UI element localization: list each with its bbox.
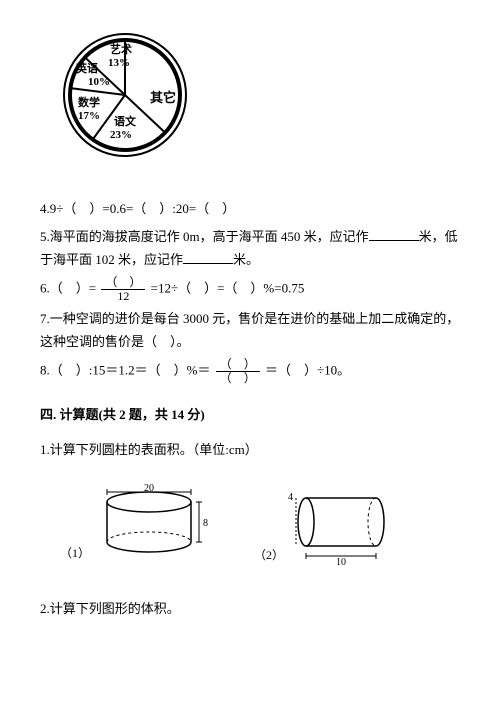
problem-4: 4.9÷（ ）=0.6=（ ）:20=（ ） bbox=[40, 197, 460, 220]
problem-7: 7.一种空调的进价是每台 3000 元，售价是在进价的基础上加二成确定的，这种空… bbox=[40, 307, 460, 354]
problem-8: 8.（ ）:15＝1.2＝（ ）%＝ （ ） （ ） ＝（ ）÷10。 bbox=[40, 358, 460, 385]
fraction-num: （ ） bbox=[101, 276, 145, 290]
svg-text:20: 20 bbox=[144, 484, 154, 494]
section4-q1: 1.计算下列圆柱的表面积。（单位:cm） bbox=[40, 438, 460, 461]
svg-text:8: 8 bbox=[203, 518, 208, 529]
problem-4-body: 9÷（ ）=0.6=（ ）:20=（ ） bbox=[50, 201, 236, 216]
problem-8-t2: ＝（ ）÷10。 bbox=[265, 362, 350, 377]
problem-5-t1: 海平面的海拔高度记作 0m，高于海平面 450 米，应记作 bbox=[50, 229, 369, 244]
section4-q2: 2.计算下列图形的体积。 bbox=[40, 597, 460, 620]
problem-6: 6.（ ）= （ ） 12 =12÷（ ）=（ ）%=0.75 bbox=[40, 276, 460, 303]
pie-value-english: 10% bbox=[88, 76, 110, 88]
problem-7-prefix: 7. bbox=[40, 311, 50, 326]
problem-8-t1: （ ）:15＝1.2＝（ ）%＝ bbox=[50, 362, 211, 377]
problem-6-t1: （ ）= bbox=[50, 280, 96, 295]
pie-label-english: 英语 bbox=[75, 61, 98, 75]
figures-row: （1） 20 8 （2） bbox=[60, 482, 460, 567]
pie-label-art: 艺术 bbox=[110, 42, 132, 56]
blank bbox=[369, 227, 419, 241]
svg-text:4: 4 bbox=[288, 492, 293, 503]
problem-6-prefix: 6. bbox=[40, 280, 50, 295]
pie-value-math: 17% bbox=[78, 110, 100, 122]
fraction-den: （ ） bbox=[216, 372, 260, 385]
fraction: （ ） （ ） bbox=[216, 358, 260, 385]
problem-6-t2: =12÷（ ）=（ ）%=0.75 bbox=[151, 280, 305, 295]
pie-label-math: 数学 bbox=[78, 95, 100, 109]
section-4-title: 四. 计算题(共 2 题，共 14 分) bbox=[40, 403, 460, 426]
pie-label-other: 其它 bbox=[150, 90, 176, 105]
figure-1-label: （1） bbox=[60, 543, 90, 565]
pie-value-chinese: 23% bbox=[110, 129, 132, 141]
problem-5-prefix: 5. bbox=[40, 229, 50, 244]
problems-block: 4.9÷（ ）=0.6=（ ）:20=（ ） 5.海平面的海拔高度记作 0m，高… bbox=[40, 197, 460, 385]
svg-text:10: 10 bbox=[336, 557, 346, 567]
pie-label-chinese: 语文 bbox=[114, 114, 137, 128]
cylinder-1: 20 8 bbox=[94, 484, 214, 564]
cylinder-2: 4 10 bbox=[288, 482, 398, 567]
fraction: （ ） 12 bbox=[101, 276, 145, 303]
fraction-den: 12 bbox=[101, 290, 145, 303]
problem-5-t3: 米。 bbox=[233, 252, 259, 267]
pie-value-art: 13% bbox=[108, 57, 130, 69]
fraction-num: （ ） bbox=[216, 358, 260, 372]
problem-8-prefix: 8. bbox=[40, 362, 50, 377]
figure-2-wrap: （2） 4 10 bbox=[254, 482, 398, 567]
blank bbox=[183, 250, 233, 264]
figure-1-wrap: （1） 20 8 bbox=[60, 484, 214, 564]
pie-chart: 其它 语文 23% 数学 17% 英语 10% 艺术 13% bbox=[50, 20, 460, 177]
problem-7-t1: 一种空调的进价是每台 3000 元，售价是在进价的基础上加二成确定的，这种空调的… bbox=[40, 311, 459, 349]
problem-5: 5.海平面的海拔高度记作 0m，高于海平面 450 米，应记作米，低于海平面 1… bbox=[40, 225, 460, 272]
figure-2-label: （2） bbox=[254, 545, 284, 567]
problem-4-text: 4. bbox=[40, 201, 50, 216]
